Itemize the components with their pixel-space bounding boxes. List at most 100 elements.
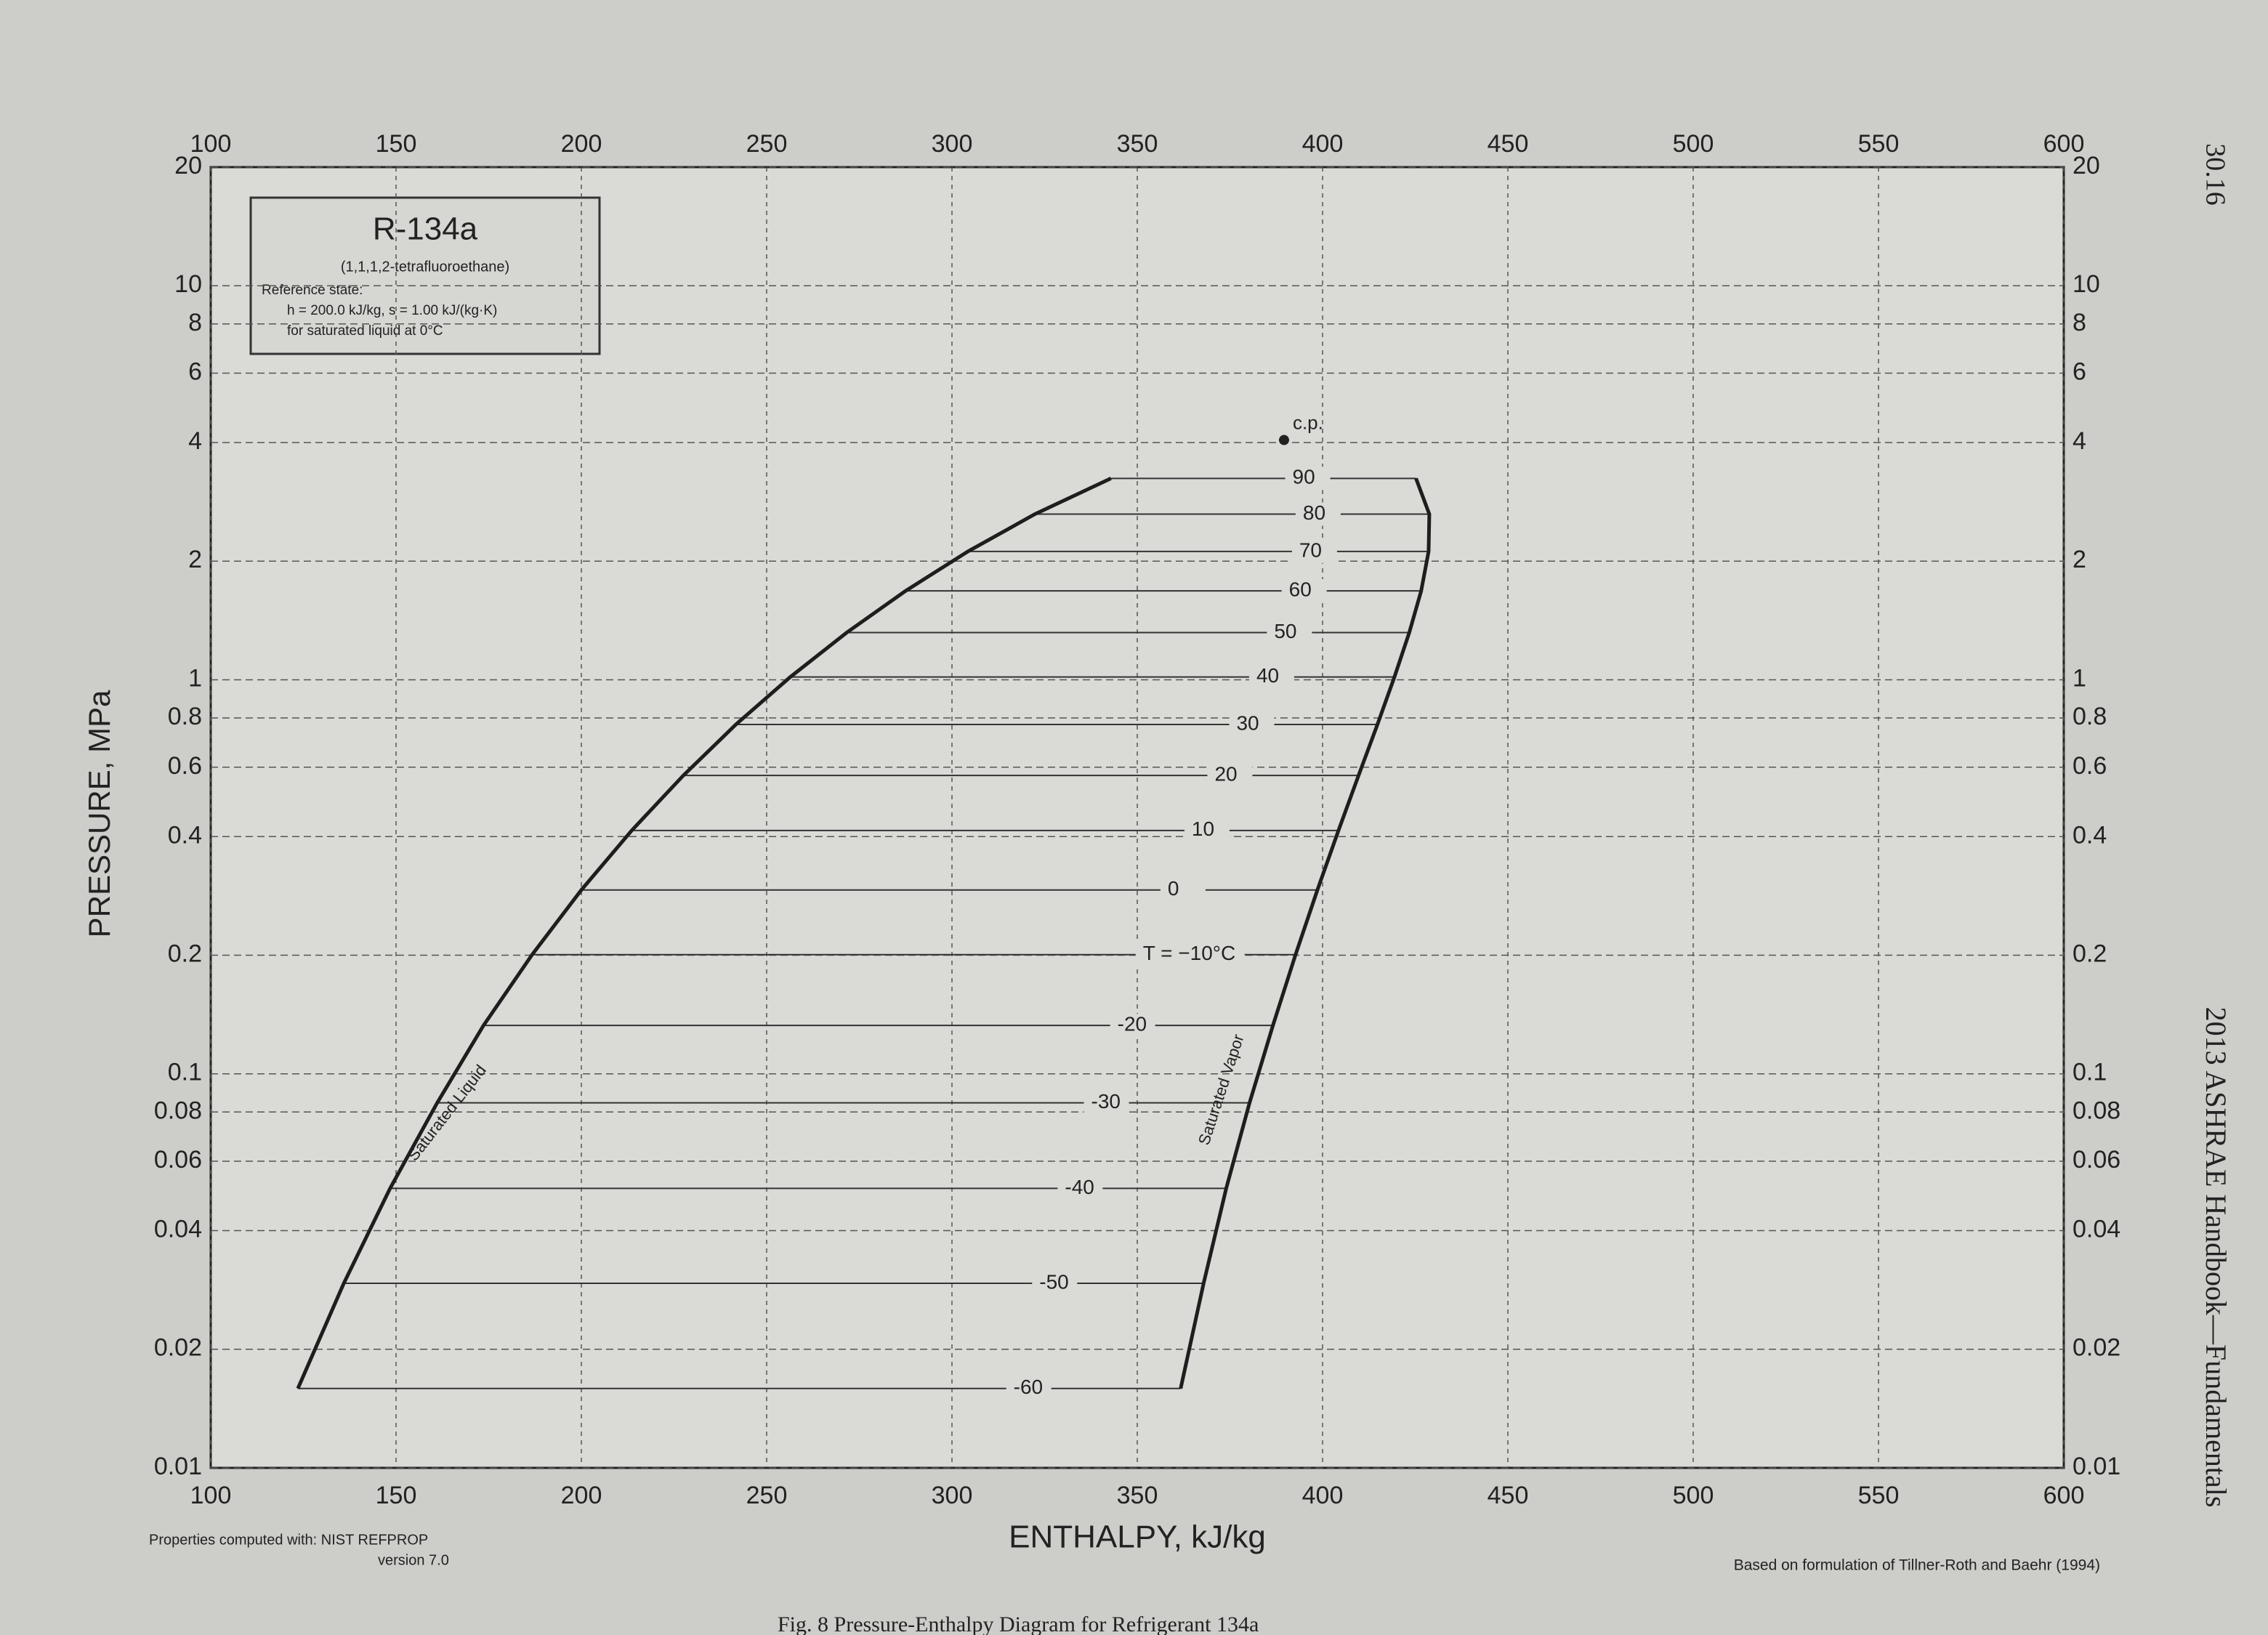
- critical-point-label: c.p.: [1293, 411, 1323, 433]
- isotherm-label: 40: [1256, 664, 1279, 687]
- isotherm-label: 20: [1214, 763, 1237, 786]
- isotherm-label-bg: [1295, 502, 1341, 526]
- isotherm-label: -20: [1118, 1013, 1147, 1036]
- saturation-curve: [1179, 477, 1432, 1389]
- info-box: [249, 196, 601, 355]
- footer-left-version: version 7.0: [378, 1552, 449, 1568]
- plot: 1001001501502002002502503003003503504004…: [154, 130, 2120, 1509]
- page-number: 30.16: [2200, 143, 2230, 206]
- y-tick-label: 4: [188, 427, 202, 455]
- y-tick-label-right: 0.06: [2073, 1146, 2120, 1174]
- y-tick-label: 0.01: [154, 1453, 202, 1480]
- y-tick-label: 0.4: [168, 821, 202, 849]
- isotherm-label-bg: [1110, 1014, 1155, 1038]
- y-tick-label-right: 8: [2073, 309, 2086, 336]
- isotherm-label-bg: [1057, 1176, 1103, 1200]
- isotherm-label-bg: [1248, 665, 1294, 689]
- isotherm-label: 70: [1299, 538, 1322, 561]
- isotherm-label-bg: [1160, 878, 1206, 902]
- isotherm-label: 30: [1236, 711, 1259, 734]
- y-tick-label-right: 0.8: [2073, 703, 2107, 730]
- isotherm-label: -30: [1091, 1090, 1121, 1113]
- y-tick-label: 6: [188, 358, 202, 386]
- x-tick-label-top: 300: [932, 130, 973, 158]
- y-tick-label-right: 2: [2073, 546, 2086, 573]
- isotherm-label-bg: [1207, 764, 1253, 788]
- y-tick-label-right: 0.04: [2073, 1216, 2120, 1243]
- y-tick-label: 2: [188, 546, 202, 573]
- y-tick-label-right: 0.6: [2073, 752, 2107, 780]
- isotherm-label: 10: [1192, 818, 1214, 840]
- isotherm-label-bg: [1184, 818, 1230, 842]
- isotherm-label-bg: [1281, 579, 1327, 603]
- isotherm-label-bg: [1229, 712, 1275, 736]
- reference-note: Reference state:: [262, 283, 363, 298]
- y-tick-label: 0.08: [154, 1097, 202, 1124]
- x-axis-label: ENTHALPY, kJ/kg: [1009, 1519, 1266, 1555]
- y-tick-label-right: 0.4: [2073, 821, 2107, 849]
- y-tick-label-right: 4: [2073, 427, 2086, 455]
- y-tick-label: 0.06: [154, 1146, 202, 1174]
- x-tick-label-top: 100: [190, 130, 232, 158]
- y-tick-label-right: 0.02: [2073, 1334, 2120, 1362]
- footer-right: Based on formulation of Tillner-Roth and…: [1734, 1557, 2100, 1574]
- isotherm-label: 50: [1274, 620, 1296, 642]
- y-tick-label-right: 0.08: [2073, 1097, 2120, 1124]
- y-tick-label: 0.6: [168, 752, 202, 780]
- y-tick-label: 0.02: [154, 1334, 202, 1362]
- y-axis-label: PRESSURE, MPa: [82, 690, 116, 937]
- x-tick-label-top: 450: [1488, 130, 1529, 158]
- chart-title: R-134a: [373, 211, 478, 247]
- isotherm-label-bg: [1285, 467, 1331, 490]
- isotherm-label-bg: [1267, 621, 1312, 645]
- saturation-curve: [296, 477, 1112, 1389]
- x-tick-label-top: 350: [1117, 130, 1158, 158]
- isotherm-label: 60: [1289, 578, 1312, 600]
- isotherm-label-bg: [1006, 1376, 1052, 1400]
- isotherm-label: 80: [1303, 501, 1325, 524]
- y-tick-label: 8: [188, 309, 202, 336]
- x-tick-label-top: 400: [1302, 130, 1344, 158]
- y-tick-label-right: 0.01: [2073, 1453, 2120, 1480]
- caption: Fig. 8 Pressure-Enthalpy Diagram for Ref…: [778, 1612, 1259, 1635]
- x-tick-label: 350: [1117, 1482, 1158, 1509]
- isotherm-label-bg: [1135, 942, 1245, 966]
- y-tick-label-right: 0.1: [2073, 1059, 2107, 1086]
- y-tick-label: 0.1: [168, 1059, 202, 1086]
- x-tick-label-top: 200: [561, 130, 602, 158]
- x-tick-label: 300: [932, 1482, 973, 1509]
- isotherm-label: -60: [1014, 1376, 1043, 1398]
- isotherm-label-bg: [1291, 539, 1337, 563]
- y-tick-label-right: 0.2: [2073, 940, 2107, 967]
- y-tick-label: 20: [174, 152, 202, 179]
- y-tick-label: 0.8: [168, 703, 202, 730]
- y-tick-label: 0.04: [154, 1216, 202, 1243]
- y-tick-label: 0.2: [168, 940, 202, 967]
- isotherm-label: T = −10°C: [1143, 942, 1235, 964]
- y-tick-label: 10: [174, 270, 202, 298]
- x-tick-label: 450: [1488, 1482, 1529, 1509]
- x-tick-label-top: 250: [746, 130, 788, 158]
- isotherm-label-bg: [1083, 1091, 1129, 1115]
- x-tick-label: 500: [1673, 1482, 1714, 1509]
- x-tick-label: 150: [376, 1482, 417, 1509]
- x-tick-label-top: 150: [376, 130, 417, 158]
- isotherm-label: 0: [1168, 877, 1179, 900]
- y-tick-label: 1: [188, 664, 202, 692]
- chart-subtitle: (1,1,1,2-tetrafluoroethane): [341, 259, 509, 275]
- y-tick-label-right: 6: [2073, 358, 2086, 386]
- y-tick-label-right: 1: [2073, 664, 2086, 692]
- x-tick-label-top: 600: [2043, 130, 2085, 158]
- x-tick-label: 250: [746, 1482, 788, 1509]
- x-tick-label: 100: [190, 1482, 232, 1509]
- x-tick-label-top: 550: [1858, 130, 1900, 158]
- footer-left: Properties computed with: NIST REFPROP: [149, 1532, 428, 1548]
- isotherm-label: 90: [1293, 466, 1315, 488]
- y-tick-label-right: 10: [2073, 270, 2100, 298]
- x-tick-label: 600: [2043, 1482, 2085, 1509]
- isotherm-label: -50: [1039, 1270, 1068, 1293]
- x-tick-label: 200: [561, 1482, 602, 1509]
- running-head: 2013 ASHRAE Handbook—Fundamentals: [2200, 1007, 2232, 1508]
- x-tick-label: 550: [1858, 1482, 1900, 1509]
